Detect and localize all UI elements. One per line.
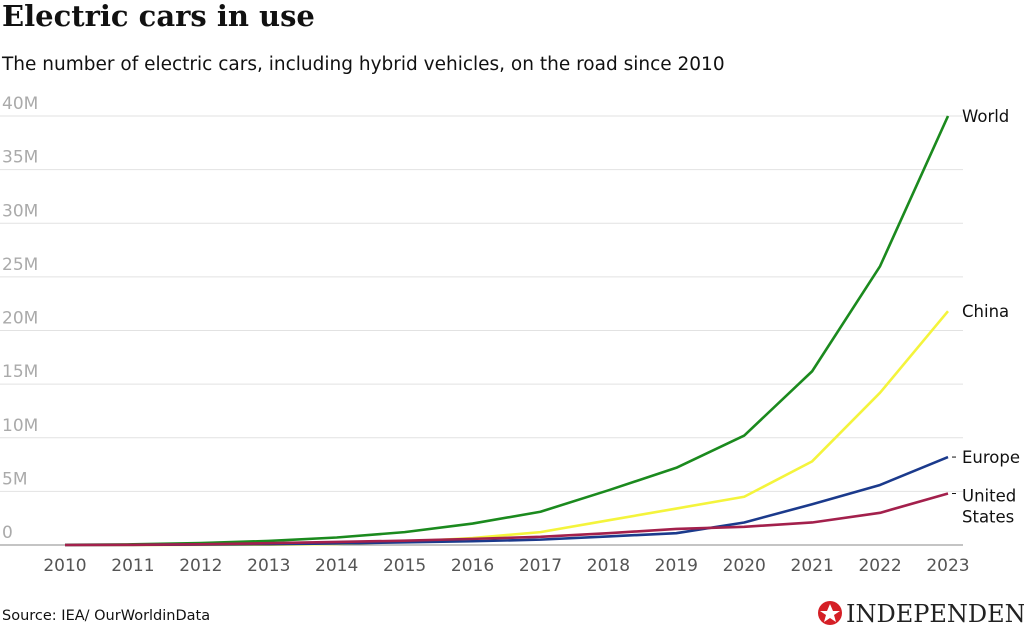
x-tick-label: 2012 xyxy=(179,556,222,576)
x-tick-label: 2020 xyxy=(723,556,766,576)
series-label: China xyxy=(962,302,1009,321)
logo-text: INDEPENDENT xyxy=(846,600,1024,628)
x-tick-label: 2021 xyxy=(791,556,834,576)
chart-subtitle: The number of electric cars, including h… xyxy=(1,54,725,75)
x-tick-label: 2022 xyxy=(858,556,901,576)
x-tick-label: 2014 xyxy=(315,556,358,576)
series-label: World xyxy=(962,107,1009,126)
y-tick-label: 30M xyxy=(2,201,38,221)
y-tick-label: 20M xyxy=(2,309,38,329)
x-tick-label: 2011 xyxy=(111,556,154,576)
x-tick-label: 2018 xyxy=(587,556,630,576)
series-line xyxy=(64,310,949,547)
x-tick-label: 2019 xyxy=(655,556,698,576)
series-line xyxy=(64,115,950,547)
chart-title: Electric cars in use xyxy=(2,0,315,33)
y-tick-label: 0 xyxy=(2,523,13,543)
y-tick-label: 25M xyxy=(2,255,38,275)
x-tick-label: 2013 xyxy=(247,556,290,576)
series-line xyxy=(64,492,949,547)
series-line xyxy=(64,455,949,547)
x-tick-label: 2017 xyxy=(519,556,562,576)
series-label: United States xyxy=(962,487,1016,527)
y-tick-label: 35M xyxy=(2,148,38,168)
y-tick-label: 5M xyxy=(2,469,27,489)
logo-eagle xyxy=(820,604,840,622)
y-tick-label: 15M xyxy=(2,362,38,382)
x-tick-label: 2015 xyxy=(383,556,426,576)
x-tick-label: 2010 xyxy=(43,556,86,576)
publisher-logo: INDEPENDENT xyxy=(818,600,1024,628)
x-tick-label: 2023 xyxy=(926,556,969,576)
series-label: Europe xyxy=(962,448,1020,467)
source-note: Source: IEA/ OurWorldinData xyxy=(2,608,210,624)
y-tick-label: 40M xyxy=(2,94,38,114)
y-tick-label: 10M xyxy=(2,416,38,436)
x-tick-label: 2016 xyxy=(451,556,494,576)
